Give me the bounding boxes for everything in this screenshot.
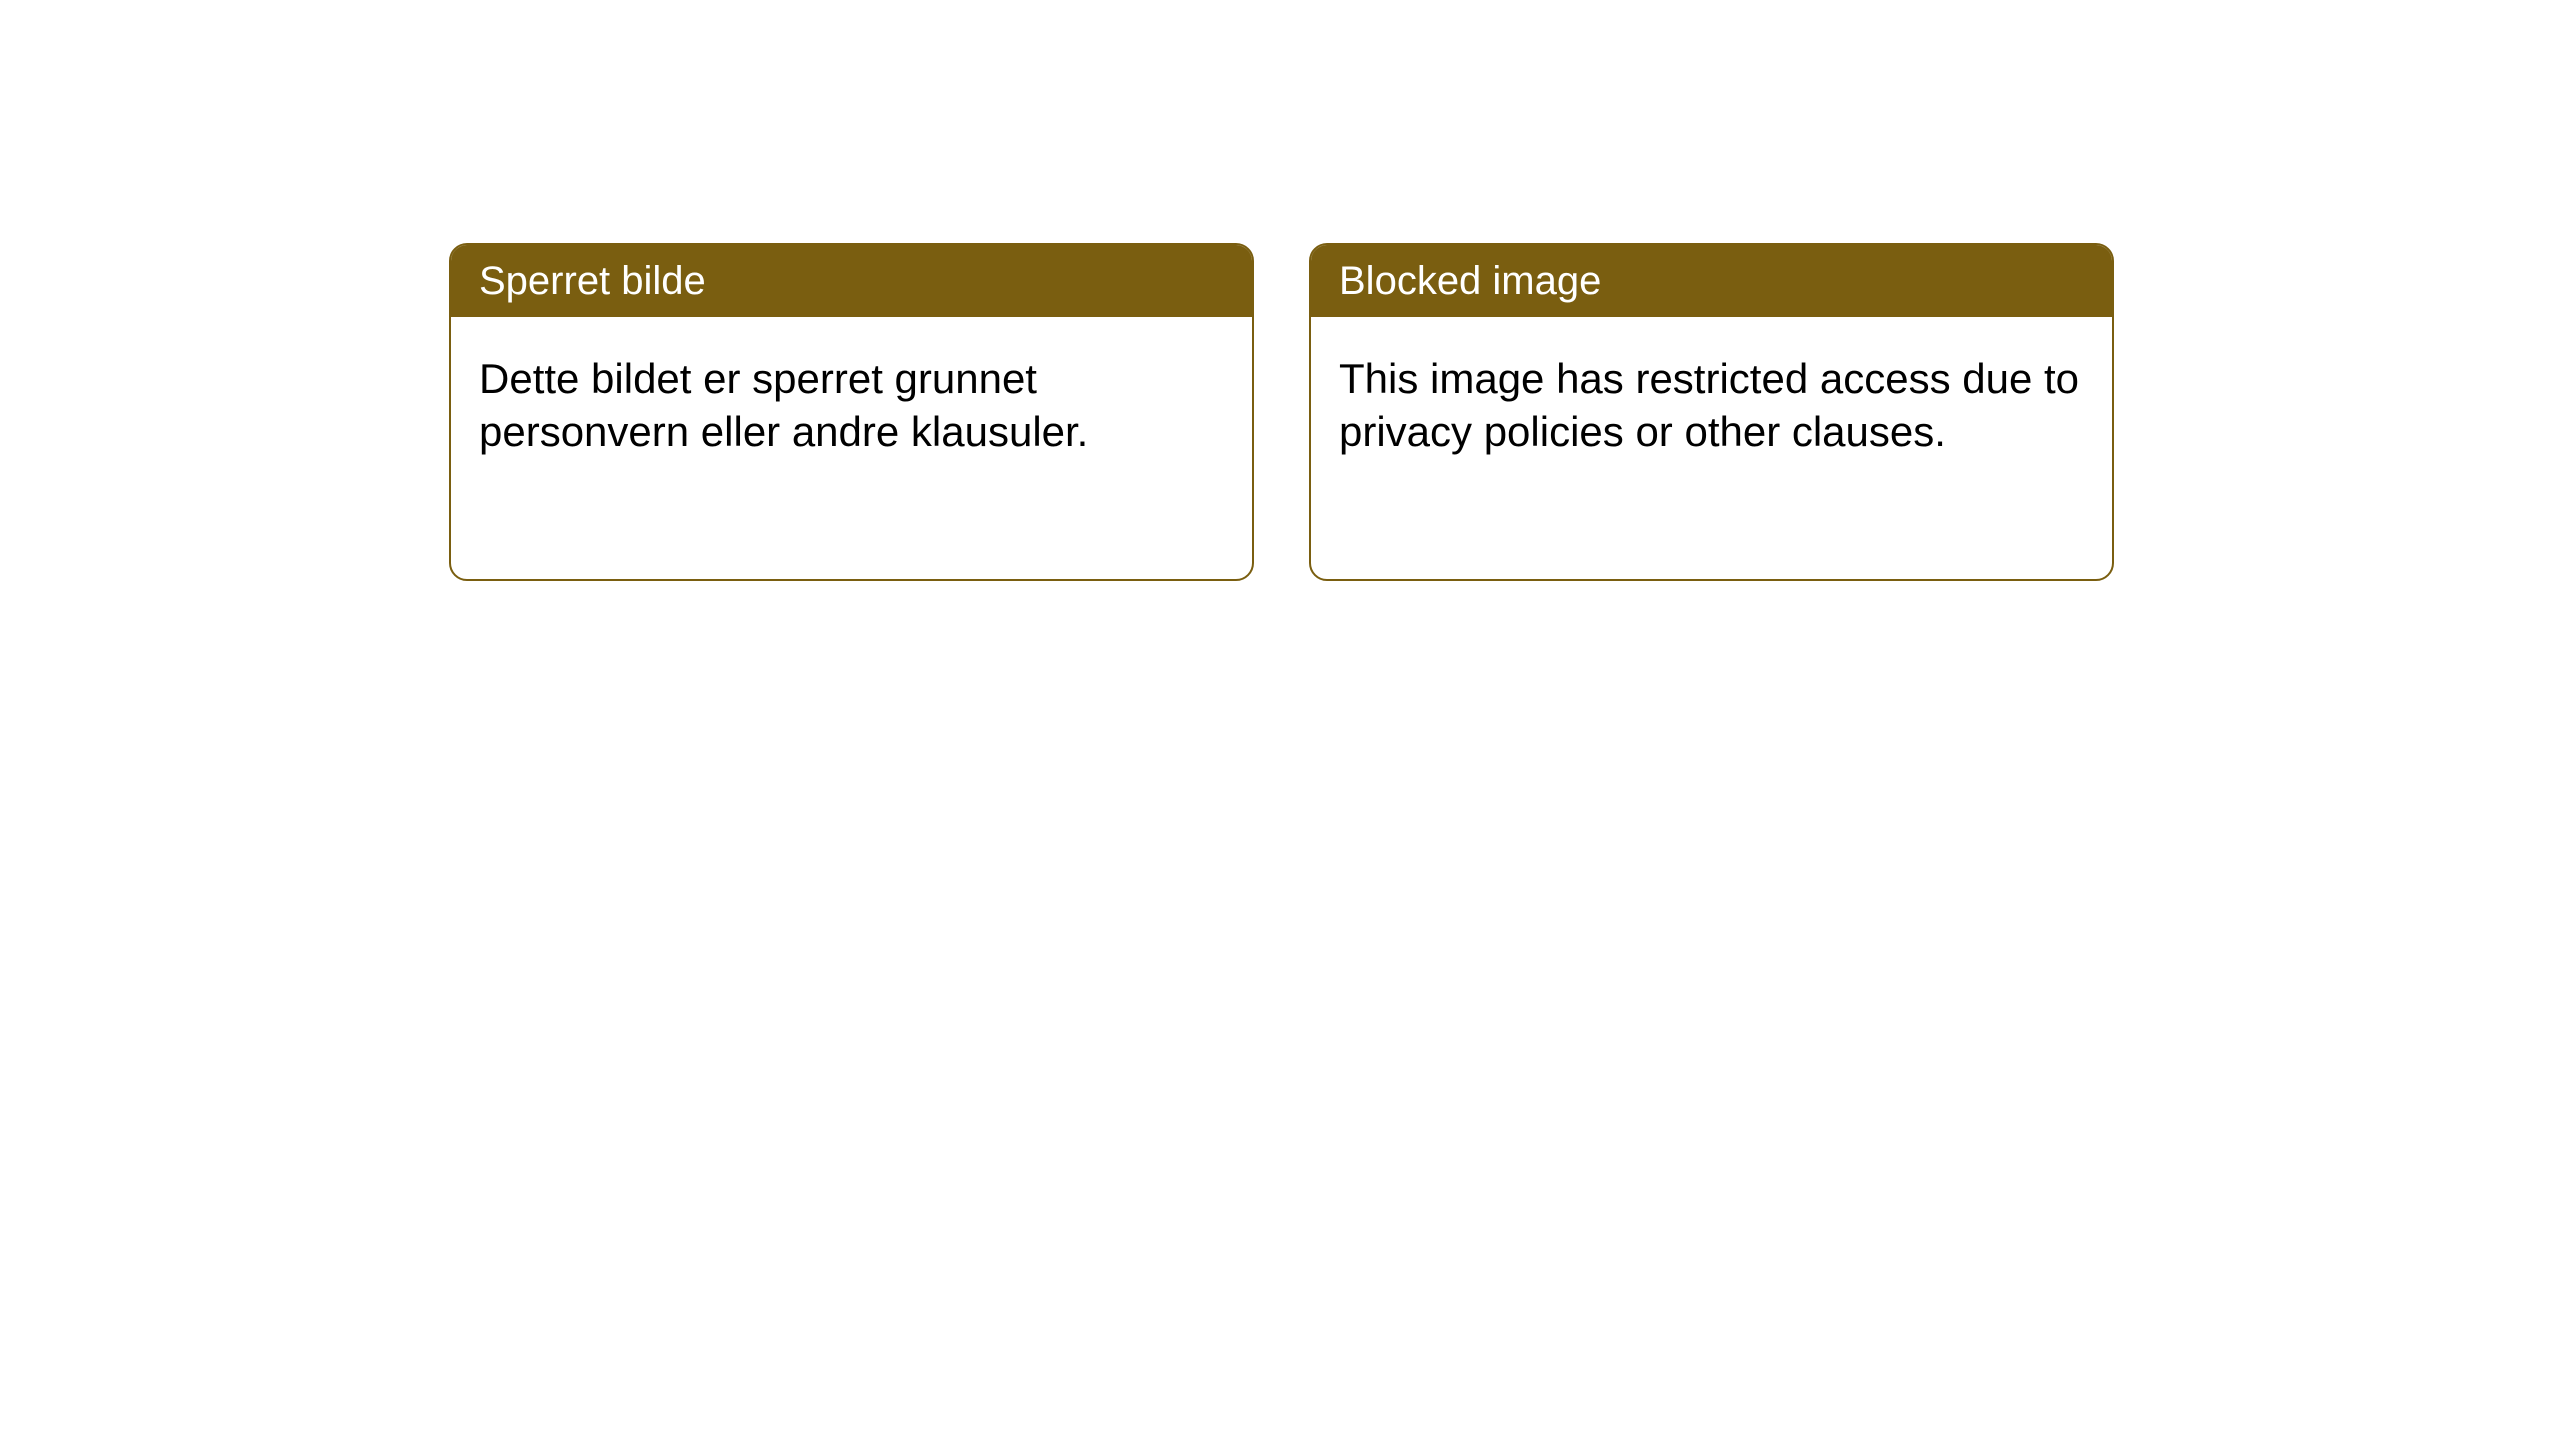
notice-title: Sperret bilde [479,259,706,303]
notice-body: This image has restricted access due to … [1311,317,2112,494]
notice-title: Blocked image [1339,259,1601,303]
notice-text: This image has restricted access due to … [1339,355,2079,455]
notice-card-english: Blocked image This image has restricted … [1309,243,2114,581]
notice-card-norwegian: Sperret bilde Dette bildet er sperret gr… [449,243,1254,581]
notice-header: Sperret bilde [451,245,1252,317]
notice-text: Dette bildet er sperret grunnet personve… [479,355,1088,455]
notice-header: Blocked image [1311,245,2112,317]
notice-body: Dette bildet er sperret grunnet personve… [451,317,1252,494]
notice-container: Sperret bilde Dette bildet er sperret gr… [449,243,2114,581]
